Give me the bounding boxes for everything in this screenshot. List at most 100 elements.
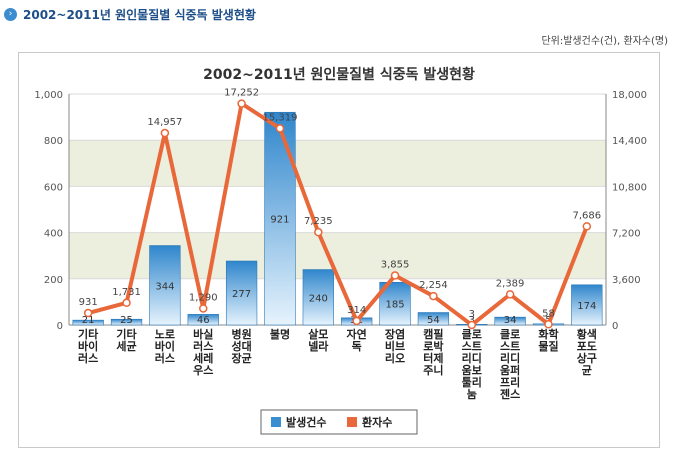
bar-value-label: 34 <box>504 315 517 326</box>
line-point[interactable] <box>237 99 246 108</box>
bar[interactable] <box>264 111 296 326</box>
bar[interactable] <box>494 316 526 326</box>
x-category-label-part: 바실 <box>193 327 213 341</box>
line-point[interactable] <box>429 291 438 301</box>
line-value-label: 17,252 <box>224 88 259 99</box>
line-point[interactable] <box>160 128 170 138</box>
x-category-label-part: 노로 <box>155 328 175 341</box>
x-category-label-part: 바이 <box>155 339 175 353</box>
x-category-label-part: 움보 <box>462 364 482 377</box>
bar-value-label: 21 <box>82 315 95 326</box>
bar-value-label: 54 <box>427 315 440 326</box>
bar-value-label: 174 <box>577 301 596 312</box>
grid-band <box>69 140 606 187</box>
line-point[interactable] <box>275 124 285 133</box>
x-category-label-part: 움퍼 <box>500 363 520 377</box>
x-category-label-part: 성대 <box>231 339 251 353</box>
line-point[interactable] <box>390 271 400 280</box>
grid-band <box>69 186 606 233</box>
line-value-label: 1,290 <box>189 292 218 303</box>
y-left-tick-label: 400 <box>44 229 63 240</box>
y-left-tick-label: 800 <box>44 136 63 147</box>
x-category-label: 자연 독 <box>347 327 367 353</box>
x-category-label-part: 젠스 <box>500 387 520 401</box>
legend-box <box>260 409 418 435</box>
x-category-label-part: 황색 <box>577 327 597 341</box>
x-category-label: 기타 바이 러스 <box>78 327 99 365</box>
x-category-label-part: 리디 <box>462 351 482 365</box>
x-category-label-part: 주니 <box>423 363 443 377</box>
bar[interactable] <box>417 312 450 326</box>
line-point[interactable] <box>582 222 592 231</box>
line-value-label: 3 <box>469 309 475 320</box>
x-category-label-part: 우스 <box>193 364 213 377</box>
x-category-label-part: 불명 <box>270 327 290 341</box>
bar-value-label: 344 <box>155 281 174 292</box>
x-category-label-part: 러스 <box>193 339 213 353</box>
line-value-label: 2,254 <box>419 280 448 291</box>
x-category-label-part: 비브 <box>385 339 405 353</box>
x-category-label-part: 클로 <box>500 328 520 341</box>
legend-label-line: 환자수 <box>362 415 392 429</box>
bar[interactable] <box>571 284 603 326</box>
bar-value-label: 240 <box>309 293 328 304</box>
circle-arrow-icon: › <box>4 7 17 21</box>
x-category-label-part: 기타 <box>78 327 99 341</box>
line-series <box>87 101 589 327</box>
x-category-label-part: 독 <box>352 340 362 353</box>
y-right-tick-label: 3,600 <box>612 275 641 286</box>
x-category-label-part: 로박 <box>423 339 443 353</box>
bar[interactable] <box>72 319 104 326</box>
x-category-label-part: 터제 <box>423 351 443 365</box>
x-category-label-part: 균 <box>582 364 592 377</box>
line-point[interactable] <box>544 320 553 329</box>
legend-swatch-line <box>347 417 357 427</box>
x-category-label-part: 눔 <box>467 388 477 401</box>
y-right-tick-label: 18,000 <box>612 90 647 101</box>
line-point[interactable] <box>352 316 361 326</box>
line-point[interactable] <box>314 227 323 237</box>
line-point[interactable] <box>122 298 131 308</box>
bar[interactable] <box>149 245 181 326</box>
section-title: 2002~2011년 원인물질별 식중독 발생현황 <box>23 7 256 22</box>
x-category-label-part: 프리 <box>500 375 520 389</box>
line-point[interactable] <box>83 308 93 318</box>
bar[interactable] <box>110 318 143 326</box>
bar-value-label: 25 <box>120 315 133 326</box>
line-point[interactable] <box>199 304 208 313</box>
x-category-label-part: 장염 <box>385 327 405 341</box>
y-left-tick-label: 600 <box>44 182 63 193</box>
line-value-label: 7,235 <box>304 216 333 227</box>
line-value-label: 1,731 <box>112 287 141 298</box>
x-category-label-part: 병원 <box>231 327 251 341</box>
x-category-label-part: 자연 <box>347 327 367 341</box>
bar-value-label: 277 <box>232 289 251 300</box>
x-category-label-part: 포도 <box>577 340 597 353</box>
legend-swatch-bar <box>271 417 281 427</box>
x-category-label: 캠필 로박 터제 주니 <box>423 327 443 377</box>
line-value-label: 14,957 <box>147 117 182 128</box>
x-category-label: 바실 러스 세레 우스 <box>193 327 213 377</box>
legend-label-bar: 발생건수 <box>286 415 326 429</box>
x-category-label: 병원 성대 장균 <box>231 327 251 365</box>
line-value-label: 7,686 <box>573 210 602 221</box>
line-point[interactable] <box>505 290 515 299</box>
x-category-label-part: 리오 <box>385 351 405 365</box>
x-category-label: 노로 바이 러스 <box>155 328 175 365</box>
grid-band <box>69 94 606 141</box>
x-category-label-part: 러스 <box>155 351 175 365</box>
line-value-label: 3,855 <box>381 260 410 271</box>
section-header: › 2002~2011년 원인물질별 식중독 발생현황 <box>4 4 256 24</box>
x-category-label: 기타 세균 <box>116 327 137 353</box>
x-category-label: 화학 물질 <box>538 327 558 353</box>
chart-svg: 2002~2011년 원인물질별 식중독 발생현황 0 200 400 600 800 1… <box>34 66 647 435</box>
line-point[interactable] <box>467 320 476 330</box>
chart-container: 2002~2011년 원인물질별 식중독 발생현황 0 200 400 600 800 1… <box>18 52 660 448</box>
bar[interactable] <box>302 269 334 326</box>
line-value-label: 314 <box>347 305 366 316</box>
bar[interactable] <box>187 314 219 326</box>
x-category-label-part: 스트 <box>462 340 482 353</box>
bar[interactable] <box>225 260 258 326</box>
line-value-label: 15,319 <box>262 112 297 123</box>
x-category-label: 클로 스트 리디 움보 툴리 눔 <box>462 328 482 401</box>
